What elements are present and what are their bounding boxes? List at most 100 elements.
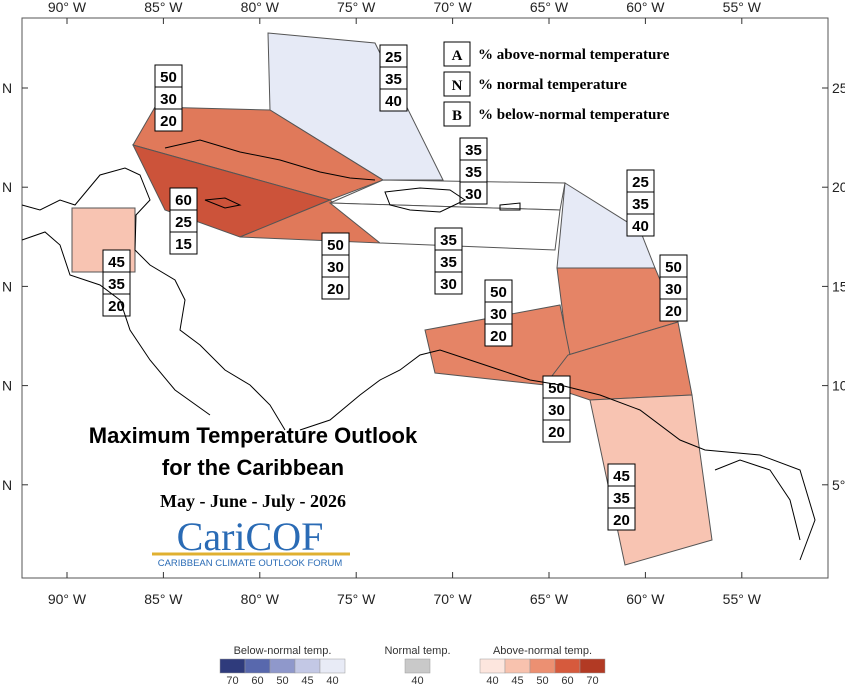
lon-label: 60° W [626, 0, 665, 15]
lon-label: 85° W [144, 591, 183, 607]
prob-value: 25 [385, 49, 402, 66]
lat-label: N [2, 278, 12, 294]
key-letter: N [452, 78, 463, 94]
prob-value: 30 [665, 281, 682, 298]
prob-value: 35 [385, 71, 402, 88]
prob-box [321, 276, 350, 300]
prob-value: 50 [490, 284, 507, 301]
prob-value: 30 [548, 402, 565, 419]
prob-value: 30 [440, 276, 457, 293]
coastlines [21, 139, 816, 561]
prob-value: 15 [175, 236, 192, 253]
colorbar-tick: 70 [226, 675, 238, 684]
colorbar-label: Above-normal temp. [493, 645, 592, 657]
prob-value: 30 [490, 306, 507, 323]
prob-value: 20 [665, 303, 682, 320]
lon-label: 80° W [241, 0, 280, 15]
title: for the Caribbean [162, 455, 344, 480]
colorbar-swatch [479, 658, 506, 674]
title: Maximum Temperature Outlook [89, 423, 418, 448]
prob-box [607, 507, 636, 531]
outlook-region [328, 202, 561, 251]
colorbar-tick: 40 [411, 675, 423, 684]
key-letter: A [452, 48, 463, 64]
prob-value: 30 [160, 91, 177, 108]
colorbar-swatch [554, 658, 581, 674]
colorbar-tick: 60 [251, 675, 263, 684]
prob-value: 35 [440, 232, 457, 249]
key-letter: B [452, 108, 462, 124]
prob-value: 50 [665, 259, 682, 276]
lon-label: 70° W [433, 591, 472, 607]
lat-label: 25° [832, 80, 845, 96]
lat-label: 20° [832, 179, 845, 195]
colorbar-tick: 70 [586, 675, 598, 684]
prob-box [459, 181, 488, 205]
colorbar-swatch [404, 658, 431, 674]
prob-box [169, 231, 198, 255]
colorbar-swatch [529, 658, 556, 674]
key-box [443, 71, 471, 97]
prob-value: 30 [327, 259, 344, 276]
prob-value: 50 [327, 237, 344, 254]
colorbar-label: Below-normal temp. [234, 645, 332, 657]
prob-box [484, 323, 513, 347]
colorbar-swatch [504, 658, 531, 674]
prob-value: 25 [632, 174, 649, 191]
colorbar-tick: 40 [486, 675, 498, 684]
prob-value: 20 [613, 512, 630, 529]
colorbar-swatch [269, 658, 296, 674]
regions: 25 35 40 50 30 20 60 25 15 50 30 20 35 35 30 35 35 30 45 35… [71, 32, 713, 566]
prob-box [542, 419, 571, 443]
prob-value: 50 [548, 380, 565, 397]
prob-value: 35 [632, 196, 649, 213]
outlook-region [544, 321, 693, 401]
colorbar-tick: 50 [536, 675, 548, 684]
prob-value: 20 [548, 424, 565, 441]
logo-subtitle: CARIBBEAN CLIMATE OUTLOOK FORUM [158, 558, 343, 569]
lat-label: N [2, 378, 12, 394]
prob-value: 35 [465, 142, 482, 159]
lon-label: 90° W [48, 591, 87, 607]
colorbar-label: Normal temp. [384, 645, 450, 657]
prob-box [626, 213, 655, 237]
key-box [443, 101, 471, 127]
colorbar: Below-normal temp. 70 60 50 45 40 Normal temp.… [219, 645, 606, 684]
lon-label: 90° W [48, 0, 87, 15]
prob-box [379, 88, 408, 112]
lon-label: 55° W [723, 0, 762, 15]
lon-label: 75° W [337, 591, 376, 607]
prob-value: 35 [613, 490, 630, 507]
prob-box [154, 108, 183, 132]
lat-label: 5° [832, 477, 845, 493]
map-frame [21, 17, 829, 579]
prob-value: 20 [327, 281, 344, 298]
prob-value: 50 [160, 69, 177, 86]
colorbar-swatch [579, 658, 606, 674]
prob-value: 60 [175, 192, 192, 209]
colorbar-tick: 50 [276, 675, 288, 684]
prob-box [434, 271, 463, 295]
colorbar-tick: 40 [326, 675, 338, 684]
lat-label: N [2, 179, 12, 195]
colorbar-swatch [244, 658, 271, 674]
lon-label: 65° W [530, 0, 569, 15]
lat-label: N [2, 477, 12, 493]
logo: CariCOF [177, 514, 324, 559]
lon-label: 70° W [433, 0, 472, 15]
prob-value: 25 [175, 214, 192, 231]
colorbar-swatch [319, 658, 346, 674]
colorbar-swatch [294, 658, 321, 674]
lon-label: 75° W [337, 0, 376, 15]
colorbar-tick: 45 [301, 675, 313, 684]
prob-value: 40 [385, 93, 402, 110]
key: A % above-normal temperature N % normal tem… [443, 41, 670, 127]
prob-value: 35 [440, 254, 457, 271]
prob-value: 35 [108, 276, 125, 293]
prob-value: 40 [632, 218, 649, 235]
season: May - June - July - 2026 [160, 491, 346, 511]
prob-box [659, 298, 688, 322]
lat-label: 10° [832, 378, 845, 394]
key-box [443, 41, 471, 67]
